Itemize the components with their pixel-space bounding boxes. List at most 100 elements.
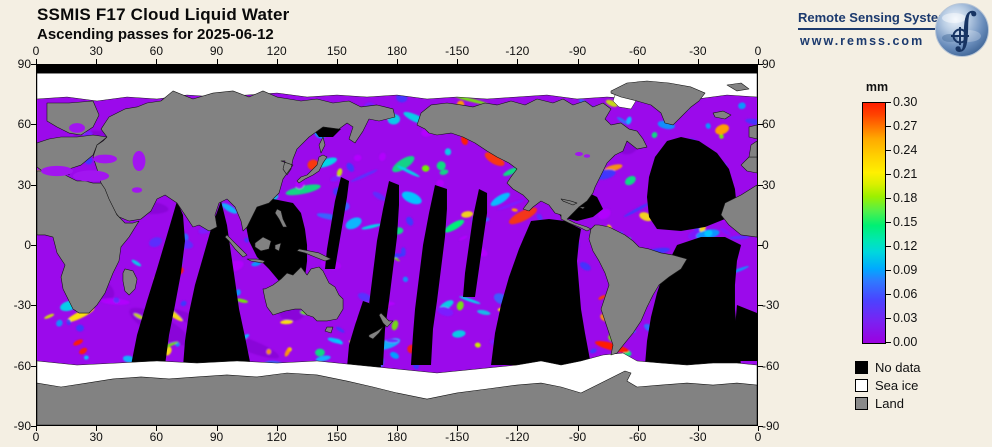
land-shape <box>712 110 732 120</box>
land-shape <box>262 266 344 322</box>
data-blob <box>315 355 331 362</box>
land-shape <box>560 198 578 206</box>
data-blob <box>336 168 343 177</box>
lon-tick-mark-bottom <box>457 426 459 431</box>
colorbar-tick-mark <box>886 222 891 223</box>
lon-tick-mark-top <box>577 59 579 64</box>
lat-tick-label-right: 60 <box>762 117 776 132</box>
land-shape <box>254 236 272 252</box>
lat-tick-label-left: 60 <box>17 117 31 132</box>
no-data-swath <box>362 180 399 366</box>
data-blob <box>285 184 321 196</box>
lon-tick-mark-bottom <box>577 426 579 431</box>
lat-tick-mark-right <box>758 184 763 186</box>
data-blob <box>401 191 422 205</box>
data-blob <box>624 175 636 186</box>
lat-tick-mark-right <box>758 124 763 126</box>
data-blob <box>345 217 362 230</box>
data-blob <box>284 347 291 357</box>
land-shape <box>274 208 288 228</box>
colorbar-tick-label: 0.03 <box>893 311 918 325</box>
land-shape <box>92 90 396 232</box>
data-blob <box>477 309 491 315</box>
lat-tick-label-right: 90 <box>762 57 776 71</box>
lon-tick-mark-top <box>457 59 459 64</box>
lat-tick-label-right: 30 <box>762 177 776 192</box>
land-shape <box>224 234 248 258</box>
land-shape <box>274 242 282 252</box>
land-shape <box>726 82 750 92</box>
data-blob <box>459 235 468 241</box>
no-data-swath <box>131 201 185 366</box>
data-blob <box>598 208 611 220</box>
data-blob <box>390 351 399 359</box>
land-shape <box>720 184 757 238</box>
lat-tick-label-left: -60 <box>13 358 31 373</box>
lat-tick-mark-right <box>758 245 763 246</box>
data-blob <box>122 355 135 363</box>
lon-tick-label-bottom: 180 <box>386 430 408 444</box>
no-data-swath <box>410 185 447 366</box>
lat-tick-label-left: -30 <box>13 298 31 313</box>
data-blob <box>235 298 248 303</box>
lat-tick-mark-left <box>31 245 36 246</box>
colorbar-tick-label: 0.00 <box>893 335 918 349</box>
data-blob <box>56 319 63 327</box>
land-layer <box>37 80 757 425</box>
data-blob <box>453 95 489 105</box>
lon-tick-label-top: -150 <box>445 44 470 58</box>
land-shape <box>122 268 138 296</box>
data-blob <box>738 102 746 110</box>
colorbar-tick-mark <box>886 174 891 175</box>
data-blob <box>266 349 272 355</box>
colorbar-tick-mark <box>886 198 891 199</box>
colorbar: mm 0.30 0.27 0.24 0.21 0.18 0.15 0.12 0.09 0.06 0… <box>862 80 990 380</box>
lon-tick-label-bottom: -150 <box>445 430 470 444</box>
lon-tick-mark-top <box>637 59 639 64</box>
colorbar-tick-label: 0.06 <box>893 287 918 301</box>
lat-tick-label-left: 90 <box>17 57 31 71</box>
legend-swatch <box>855 396 868 410</box>
colorbar-gradient <box>862 102 886 344</box>
inland-seas-layer <box>41 123 591 193</box>
logo-name: Remote Sensing Systems <box>798 10 957 25</box>
colorbar-tick-mark <box>886 246 891 247</box>
legend-label: No data <box>875 359 921 375</box>
data-blob <box>372 191 386 201</box>
data-blob <box>280 319 293 325</box>
data-blob <box>497 199 525 211</box>
land-shape <box>324 326 334 334</box>
colorbar-tick-mark <box>886 294 891 295</box>
land-shape <box>37 370 757 425</box>
lat-tick-label-right: -60 <box>762 358 780 373</box>
data-blob <box>379 152 386 161</box>
data-blob <box>397 165 420 178</box>
data-blob <box>536 213 543 221</box>
data-blob <box>327 337 343 344</box>
colorbar-tick-label: 0.24 <box>893 143 918 157</box>
land-shape <box>318 136 326 154</box>
no-data-swath <box>491 219 591 366</box>
lon-tick-label-top: 90 <box>209 44 224 58</box>
data-blob <box>444 219 465 233</box>
data-blob <box>149 237 163 248</box>
map-legend: No data Sea ice Land <box>855 358 921 412</box>
lon-tick-label-top: 60 <box>149 44 163 58</box>
lat-tick-mark-left <box>31 124 36 126</box>
lat-tick-mark-left <box>31 64 36 65</box>
legend-swatch <box>855 378 868 392</box>
lat-tick-mark-left <box>31 426 36 427</box>
data-blob <box>402 276 409 283</box>
data-blob <box>131 259 142 267</box>
lon-tick-mark-bottom <box>156 426 158 431</box>
data-blob <box>66 318 71 326</box>
lon-tick-label-bottom: 90 <box>209 430 224 444</box>
data-blob <box>79 347 88 355</box>
data-blob <box>715 124 730 135</box>
colorbar-tick-label: 0.09 <box>893 263 918 277</box>
legend-item-land: Land <box>855 394 921 412</box>
data-blob <box>406 216 414 226</box>
data-blob <box>511 208 518 212</box>
data-blob <box>335 326 345 333</box>
lat-tick-label-left: 30 <box>17 177 31 192</box>
